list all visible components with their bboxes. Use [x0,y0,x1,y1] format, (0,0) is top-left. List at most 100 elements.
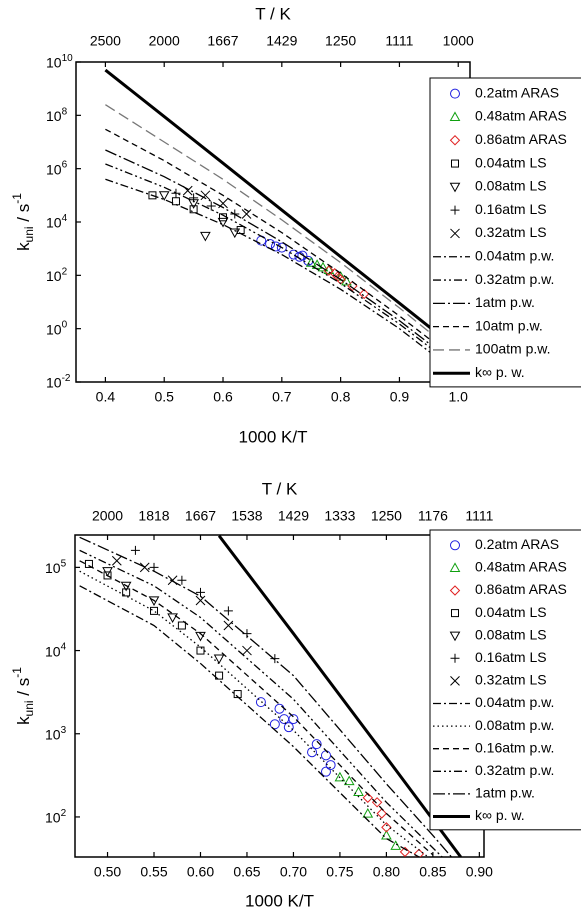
point [195,587,205,597]
legend-symbol [450,228,460,239]
legend-label: 0.48atm ARAS [475,559,567,575]
y-tick-label: 108 [46,106,68,124]
x2-tick-label: 1000 [443,33,474,49]
x-tick-label: 0.4 [96,389,116,405]
legend-label: 0.2atm ARAS [475,536,559,552]
point [334,771,346,782]
x2-tick-label: 1250 [371,508,402,524]
y-tick-label: 104 [46,213,68,231]
legend-label: 0.16atm LS [475,201,547,217]
y-title-base: k [14,716,33,725]
point [323,265,335,276]
legend-label: 0.32atm LS [475,672,547,688]
point [323,264,335,274]
point [242,645,252,656]
point [343,775,355,786]
x-tick-label: 0.5 [154,389,174,405]
x-tick-label: 0.90 [466,864,493,880]
point [325,760,336,771]
point [288,714,299,725]
series-line [105,104,459,356]
point [213,654,225,665]
point [279,714,290,725]
legend-label: 0.08atm p.w. [475,717,554,733]
point [371,797,383,808]
y-title-sub: uni [22,700,36,716]
x2-tick-label: 1429 [266,33,297,49]
plot-area [104,68,460,375]
y-tick-exponent: 2 [61,808,67,819]
x-tick-label: 0.8 [331,389,351,405]
legend-label: 0.16atm p.w. [475,739,554,755]
legend-symbol [451,609,459,618]
point [196,646,205,655]
legend-label: 100atm p.w. [475,341,551,357]
series-line [79,536,452,857]
x-tick-label: 0.60 [187,864,214,880]
point [150,606,159,615]
point [399,846,411,857]
x-tick-label: 0.9 [390,389,410,405]
y-axis-title: kuni / s-1 [10,193,36,251]
x-tick-label: 0.6 [213,389,233,405]
legend-label: 1atm p.w. [475,785,535,801]
x2-tick-label: 1250 [325,33,356,49]
point [122,588,131,597]
legend-label: k∞ p. w. [475,807,525,823]
y-tick-exponent: -2 [62,373,71,384]
legend-label: 0.32atm LS [475,224,547,240]
y-title-sub: uni [22,226,36,242]
series-line [217,535,462,857]
legend-symbol [449,562,461,572]
point [171,197,180,206]
point [376,808,387,819]
x-tick-label: 0.55 [140,864,167,880]
series-line [104,68,460,352]
legend-frame [429,77,581,388]
series-line [79,560,434,856]
x2-tick-label: 1818 [138,508,169,524]
x-tick-label: 0.65 [233,864,260,880]
x2-tick-label: 2000 [149,33,180,49]
legend-label: 10atm p.w. [475,317,543,333]
point [171,188,181,198]
legend-symbol [449,135,461,146]
point [149,562,159,572]
x-tick-label: 1.0 [449,389,469,405]
point [358,288,370,300]
point [241,209,252,219]
plot-frame [74,534,485,858]
point [206,201,216,211]
y-title-sup: -1 [10,193,24,204]
y-tick-exponent: 4 [61,641,67,652]
x2-tick-label: 1176 [418,508,448,524]
legend-symbol [450,88,460,99]
series-line [105,178,459,375]
legend-label: 0.32atm p.w. [475,762,554,778]
legend-label: 0.2atm ARAS [475,84,559,100]
legend-label: 0.08atm LS [475,626,547,642]
legend-label: 0.04atm p.w. [475,247,554,263]
chart: 0.4 0.5 0.6 0.7 0.8 0.9 1.0 2500 2000 1667 1429 125… [10,4,581,446]
point [265,238,276,249]
legend-symbol [450,653,460,663]
point [381,822,392,833]
x-tick-label: 0.70 [280,864,307,880]
series-line [79,549,443,857]
point [195,595,206,606]
point [311,739,322,750]
y-title-sup: -1 [10,667,24,678]
point [148,191,157,200]
legend-symbol [451,159,459,168]
point [215,671,224,680]
legend-symbol [449,182,461,193]
y-tick-exponent: 2 [62,266,68,277]
x-tick-label: 0.50 [94,864,121,880]
point [148,596,160,607]
legend-label: 0.04atm LS [475,154,547,170]
point [362,807,374,818]
y-tick-exponent: 3 [61,724,67,735]
series-line [79,585,420,857]
point [130,545,140,555]
point [200,231,211,242]
